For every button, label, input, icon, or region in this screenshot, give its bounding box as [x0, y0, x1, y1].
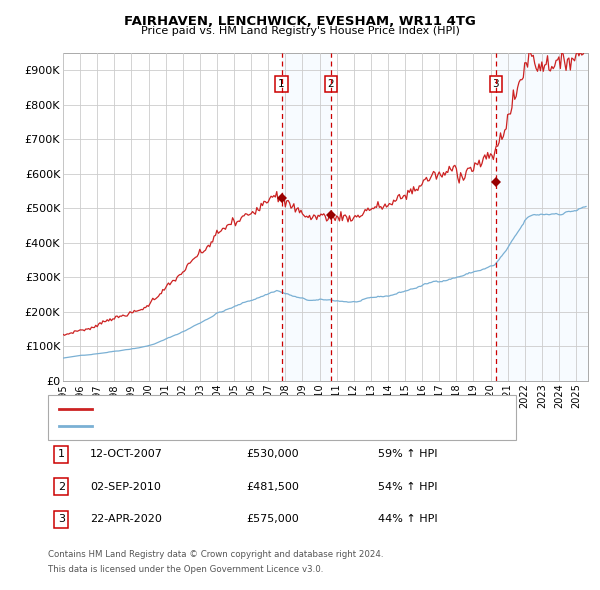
- Text: HPI: Average price, detached house, Wychavon: HPI: Average price, detached house, Wych…: [99, 421, 346, 431]
- Text: FAIRHAVEN, LENCHWICK, EVESHAM, WR11 4TG: FAIRHAVEN, LENCHWICK, EVESHAM, WR11 4TG: [124, 15, 476, 28]
- Text: 44% ↑ HPI: 44% ↑ HPI: [378, 514, 437, 524]
- Text: This data is licensed under the Open Government Licence v3.0.: This data is licensed under the Open Gov…: [48, 565, 323, 573]
- Text: 54% ↑ HPI: 54% ↑ HPI: [378, 482, 437, 491]
- Text: £530,000: £530,000: [246, 450, 299, 459]
- Text: 3: 3: [58, 514, 65, 524]
- Text: 59% ↑ HPI: 59% ↑ HPI: [378, 450, 437, 459]
- Text: 1: 1: [278, 79, 285, 89]
- Bar: [496, 53, 588, 381]
- Text: 02-SEP-2010: 02-SEP-2010: [90, 482, 161, 491]
- Text: Contains HM Land Registry data © Crown copyright and database right 2024.: Contains HM Land Registry data © Crown c…: [48, 550, 383, 559]
- Text: 1: 1: [58, 450, 65, 459]
- Text: 2: 2: [328, 79, 334, 89]
- Text: FAIRHAVEN, LENCHWICK, EVESHAM, WR11 4TG (detached house): FAIRHAVEN, LENCHWICK, EVESHAM, WR11 4TG …: [99, 404, 439, 414]
- Text: 22-APR-2020: 22-APR-2020: [90, 514, 162, 524]
- Text: 12-OCT-2007: 12-OCT-2007: [90, 450, 163, 459]
- Text: £481,500: £481,500: [246, 482, 299, 491]
- Text: 3: 3: [493, 79, 499, 89]
- Text: Price paid vs. HM Land Registry's House Price Index (HPI): Price paid vs. HM Land Registry's House …: [140, 26, 460, 36]
- Bar: [281, 53, 331, 381]
- Text: £575,000: £575,000: [246, 514, 299, 524]
- Text: 2: 2: [58, 482, 65, 491]
